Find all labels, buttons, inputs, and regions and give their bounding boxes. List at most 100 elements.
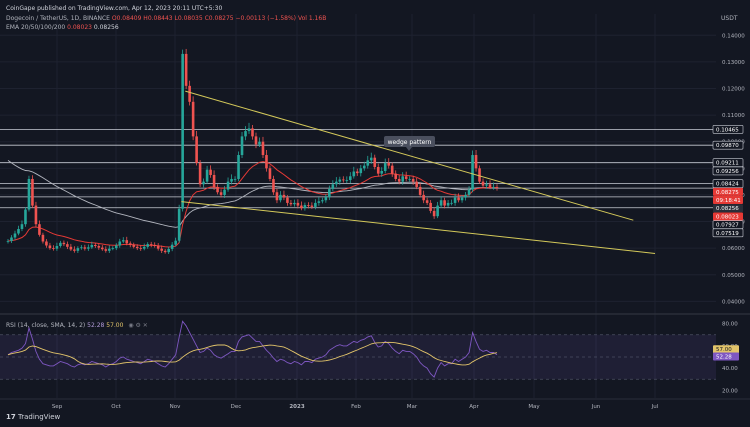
candle-body (307, 205, 310, 206)
candle-body (181, 53, 184, 209)
candle-body (156, 246, 160, 249)
time-tick-label: Jul (651, 404, 659, 410)
price-tag-text: 0.08023 (716, 214, 739, 220)
candle-body (471, 155, 474, 190)
symbol-name[interactable]: Dogecoin / TetherUS, 1D, BINANCE (6, 15, 110, 22)
candle-body (62, 242, 66, 245)
candle-body (464, 194, 467, 198)
candle-body (226, 181, 230, 190)
candle-body (191, 101, 195, 137)
candle-body (411, 178, 415, 182)
candle-body (219, 192, 223, 195)
trendline-upper (185, 90, 634, 221)
candle-body (474, 155, 478, 169)
candle-body (45, 241, 48, 246)
candle-body (335, 181, 338, 185)
candle-body (265, 155, 268, 169)
candle-body (328, 189, 331, 198)
ema-label[interactable]: EMA 20/50/100/200 (6, 24, 66, 31)
candle-body (177, 208, 181, 241)
time-axis: Sep Oct Nov Dec 2023 Feb Mar Apr May Jun Jul (0, 398, 750, 410)
candle-body (184, 53, 188, 86)
candle-body (303, 205, 307, 209)
candle-body (247, 128, 251, 132)
candle-body (73, 249, 76, 251)
candle-body (230, 178, 233, 182)
candle-body (66, 244, 69, 247)
candle-body (97, 246, 101, 248)
price-tag-box (713, 204, 743, 213)
candle-body (495, 186, 499, 188)
time-tick-label: Feb (351, 404, 361, 410)
candle-body (436, 205, 439, 217)
candle-body (118, 241, 122, 246)
candle-body (6, 240, 10, 242)
candle-body (258, 141, 261, 145)
candle-body (418, 186, 422, 195)
price-tag-text: 0.08424 (716, 182, 739, 188)
candle-body (488, 184, 492, 187)
price-tag-text: 0.07927 (716, 223, 739, 229)
candle-body (146, 244, 150, 247)
candle-body (415, 181, 418, 187)
rsi-legend: RSI (14, close, SMA, 14, 2) 52.28 57.00 … (6, 322, 148, 329)
price-tag-box (713, 212, 743, 221)
time-tick-label: Nov (170, 404, 181, 410)
price-tag-text: 0.07519 (716, 231, 739, 237)
price-tags: 0.10465 0.09870 0.09211 0.09256 0.08424 0.082… (712, 125, 744, 238)
candle-body (13, 233, 17, 238)
candle-body (87, 247, 90, 249)
candle-body (163, 250, 167, 253)
rsi-tick-label: 40.00 (722, 366, 738, 372)
candle-body (59, 242, 62, 247)
time-tick-label: Jun (591, 404, 601, 410)
price-tag-text: 0.09870 (716, 143, 739, 149)
time-tick-label: Mar (407, 404, 418, 410)
candle-body (390, 165, 394, 174)
candle-body (492, 186, 495, 188)
candle-body (453, 197, 457, 203)
candle-body (369, 157, 373, 161)
candle-body (142, 246, 146, 249)
time-tick-label: Oct (111, 404, 121, 410)
candle-body (149, 244, 153, 245)
rsi-label[interactable]: RSI (14, close, SMA, 14, 2) (6, 322, 86, 329)
rsi-tick-label: 80.00 (722, 322, 738, 328)
tv-logo-icon: 17 (6, 413, 16, 421)
price-tick-label: 0.12000 (722, 87, 745, 93)
price-tick-label: 0.13000 (722, 60, 745, 66)
candle-body (251, 128, 254, 137)
trendline-lower (181, 201, 656, 254)
price-tag-box (712, 166, 744, 176)
candlestick-series (6, 48, 499, 255)
candle-body (289, 202, 293, 205)
candle-body (198, 163, 202, 185)
ema-legend: EMA 20/50/100/200 0.08023 0.08256 (6, 24, 119, 31)
candle-body (240, 136, 244, 156)
tradingview-logo[interactable]: 17 TradingView (6, 413, 60, 421)
candle-body (450, 202, 453, 204)
candle-body (216, 186, 219, 193)
candle-body (314, 202, 317, 207)
price-tag-box (712, 179, 744, 188)
candle-body (114, 245, 118, 249)
candle-body (279, 194, 282, 201)
candle-body (352, 171, 356, 177)
candle-body (195, 136, 198, 163)
candle-body (135, 246, 139, 249)
candle-body (128, 243, 132, 245)
candle-body (27, 178, 31, 210)
time-tick-label: Dec (231, 404, 242, 410)
rsi-value-2: 57.00 (106, 322, 124, 329)
price-tag-text: 0.08275 (716, 190, 739, 196)
candle-body (160, 248, 163, 251)
rsi-settings-icons[interactable]: ◉ ⚙ ✕ (128, 322, 148, 329)
currency-label: USDT (721, 15, 738, 22)
candle-body (76, 248, 80, 251)
candle-body (443, 200, 446, 206)
candle-body (38, 224, 41, 235)
candle-body (80, 247, 83, 249)
candle-body (387, 163, 391, 166)
candle-body (174, 240, 177, 245)
